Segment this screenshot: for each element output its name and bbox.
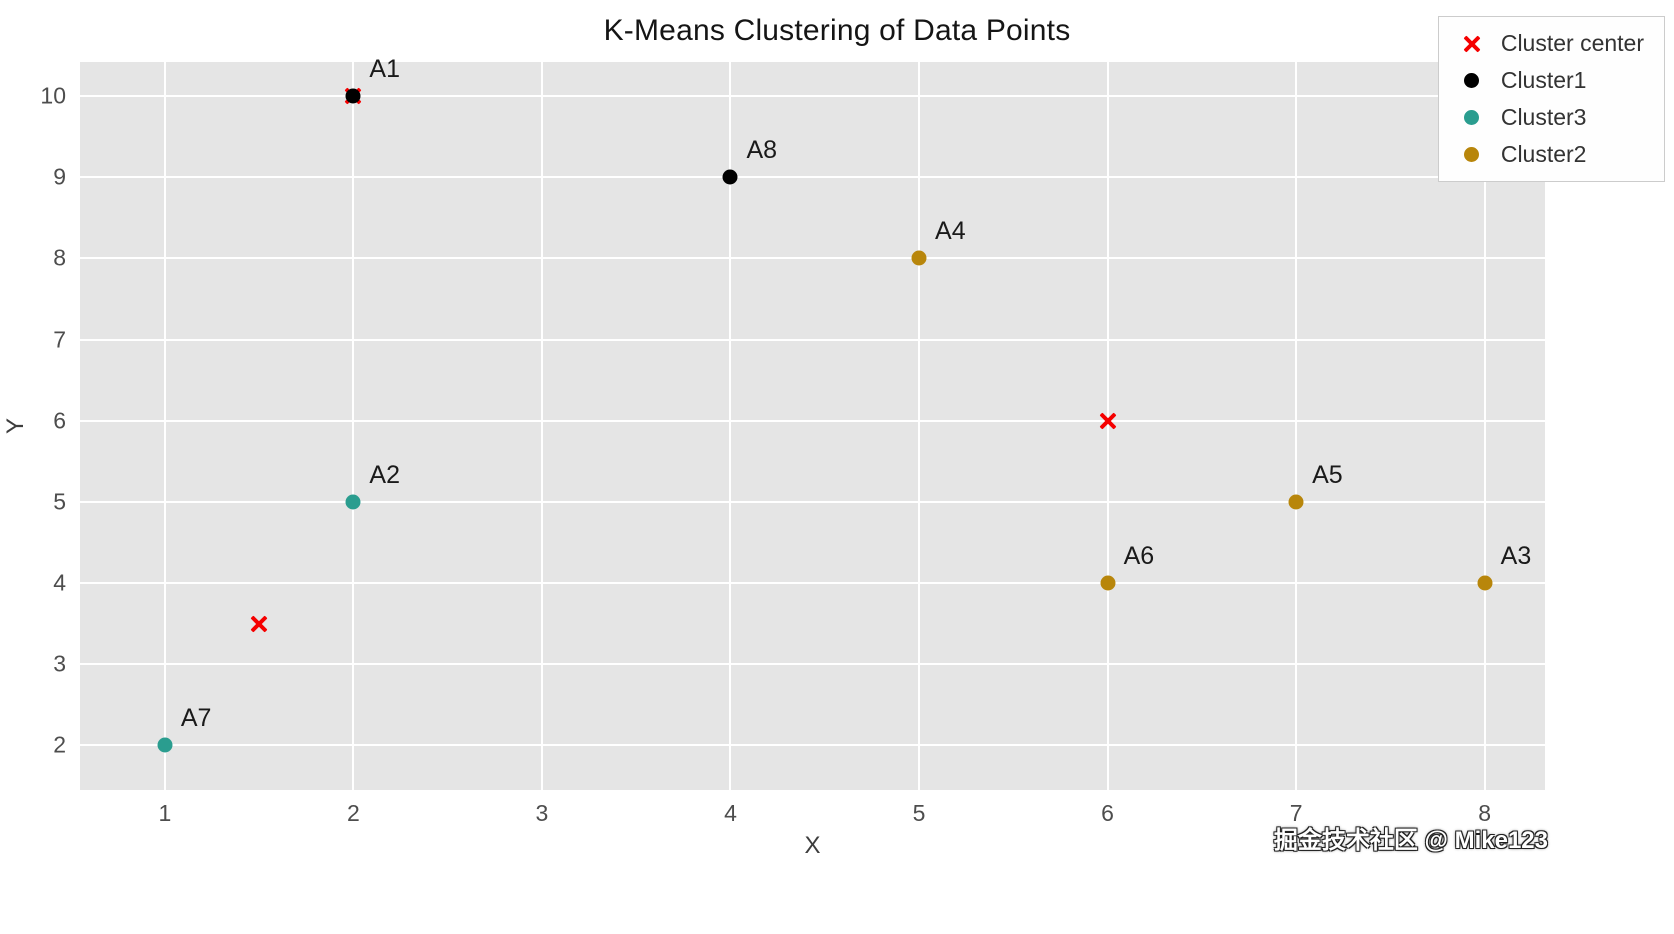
y-axis-label: Y xyxy=(2,417,30,435)
y-tick-label: 9 xyxy=(53,163,66,190)
point-label-A7: A7 xyxy=(180,704,212,733)
legend-marker xyxy=(1455,147,1489,162)
gridline-x-2 xyxy=(352,62,355,790)
gridline-x-4 xyxy=(729,62,732,790)
legend-row-cluster3: Cluster3 xyxy=(1455,99,1644,136)
y-tick-label: 5 xyxy=(53,488,66,515)
legend-dot-icon xyxy=(1464,73,1480,88)
x-axis-label: X xyxy=(804,832,821,859)
data-point-A5 xyxy=(1288,494,1304,510)
y-tick-label: 10 xyxy=(40,82,66,109)
gridline-y-3 xyxy=(80,663,1545,666)
data-point-A3 xyxy=(1477,575,1493,591)
point-label-A6: A6 xyxy=(1123,542,1155,571)
y-tick-label: 6 xyxy=(53,407,66,434)
x-tick-label: 8 xyxy=(1478,800,1492,826)
gridline-y-5 xyxy=(80,500,1545,503)
x-tick-label: 5 xyxy=(912,800,926,826)
point-label-A8: A8 xyxy=(746,136,778,165)
y-tick-label: 2 xyxy=(53,731,66,758)
y-tick-label: 7 xyxy=(53,326,66,353)
legend-row-cluster2: Cluster2 xyxy=(1455,136,1644,173)
gridline-y-9 xyxy=(80,176,1545,179)
plot-area: A1 A8 A2 A7 A4 A5 A6 A3 xyxy=(80,55,1545,790)
gridline-x-6 xyxy=(1106,62,1109,790)
x-tick-label: 1 xyxy=(158,800,172,826)
y-tick-label: 4 xyxy=(53,569,66,596)
legend-label: Cluster1 xyxy=(1500,67,1587,93)
gridline-y-6 xyxy=(80,419,1545,422)
point-label-A1: A1 xyxy=(369,55,400,84)
gridline-x-5 xyxy=(918,62,921,790)
legend-label: Cluster2 xyxy=(1500,141,1587,167)
point-label-A4: A4 xyxy=(935,217,966,246)
gridline-x-8 xyxy=(1483,62,1486,790)
legend-label: Cluster3 xyxy=(1500,104,1587,130)
legend-marker xyxy=(1455,110,1489,125)
data-point-A8 xyxy=(722,169,738,185)
legend-dot-icon xyxy=(1464,147,1480,162)
gridline-y-2 xyxy=(80,744,1545,747)
point-label-A5: A5 xyxy=(1312,460,1343,489)
gridline-x-3 xyxy=(540,62,543,790)
legend-dot-icon xyxy=(1464,110,1480,125)
y-tick-label: 3 xyxy=(53,650,66,677)
gridline-y-8 xyxy=(80,257,1545,260)
point-label-A2: A2 xyxy=(369,460,400,489)
legend-row-cluster1: Cluster1 xyxy=(1455,62,1644,99)
cluster-center-icon xyxy=(1462,34,1482,54)
y-tick-label: 8 xyxy=(53,244,66,271)
x-tick-label: 7 xyxy=(1289,800,1303,826)
gridline-y-7 xyxy=(80,338,1545,341)
data-point-A6 xyxy=(1100,575,1116,591)
legend-row-cluster-center: Cluster center xyxy=(1455,25,1644,62)
legend-marker xyxy=(1455,34,1489,54)
x-tick-label: 6 xyxy=(1101,800,1114,826)
x-tick-label: 2 xyxy=(346,800,360,826)
legend-marker xyxy=(1455,73,1489,88)
data-point-A4 xyxy=(911,250,927,266)
legend-label: Cluster center xyxy=(1500,30,1644,56)
cluster-center-marker xyxy=(1098,411,1118,431)
data-point-A1 xyxy=(345,88,361,104)
watermark: 掘金技术社区 @ Mike123 xyxy=(1273,827,1548,854)
data-point-A7 xyxy=(157,737,173,753)
x-tick-label: 3 xyxy=(535,800,549,826)
legend: Cluster center Cluster1 Cluster3 Cluster2 xyxy=(1437,16,1665,182)
chart-title: K-Means Clustering of Data Points xyxy=(603,14,1071,47)
gridline-y-4 xyxy=(80,582,1545,585)
data-point-A2 xyxy=(345,494,361,510)
point-label-A3: A3 xyxy=(1500,542,1532,571)
cluster-center-marker xyxy=(249,614,269,634)
gridline-x-7 xyxy=(1295,62,1298,790)
x-tick-label: 4 xyxy=(724,800,737,826)
gridline-y-10 xyxy=(80,95,1545,98)
gridline-x-1 xyxy=(163,62,166,790)
